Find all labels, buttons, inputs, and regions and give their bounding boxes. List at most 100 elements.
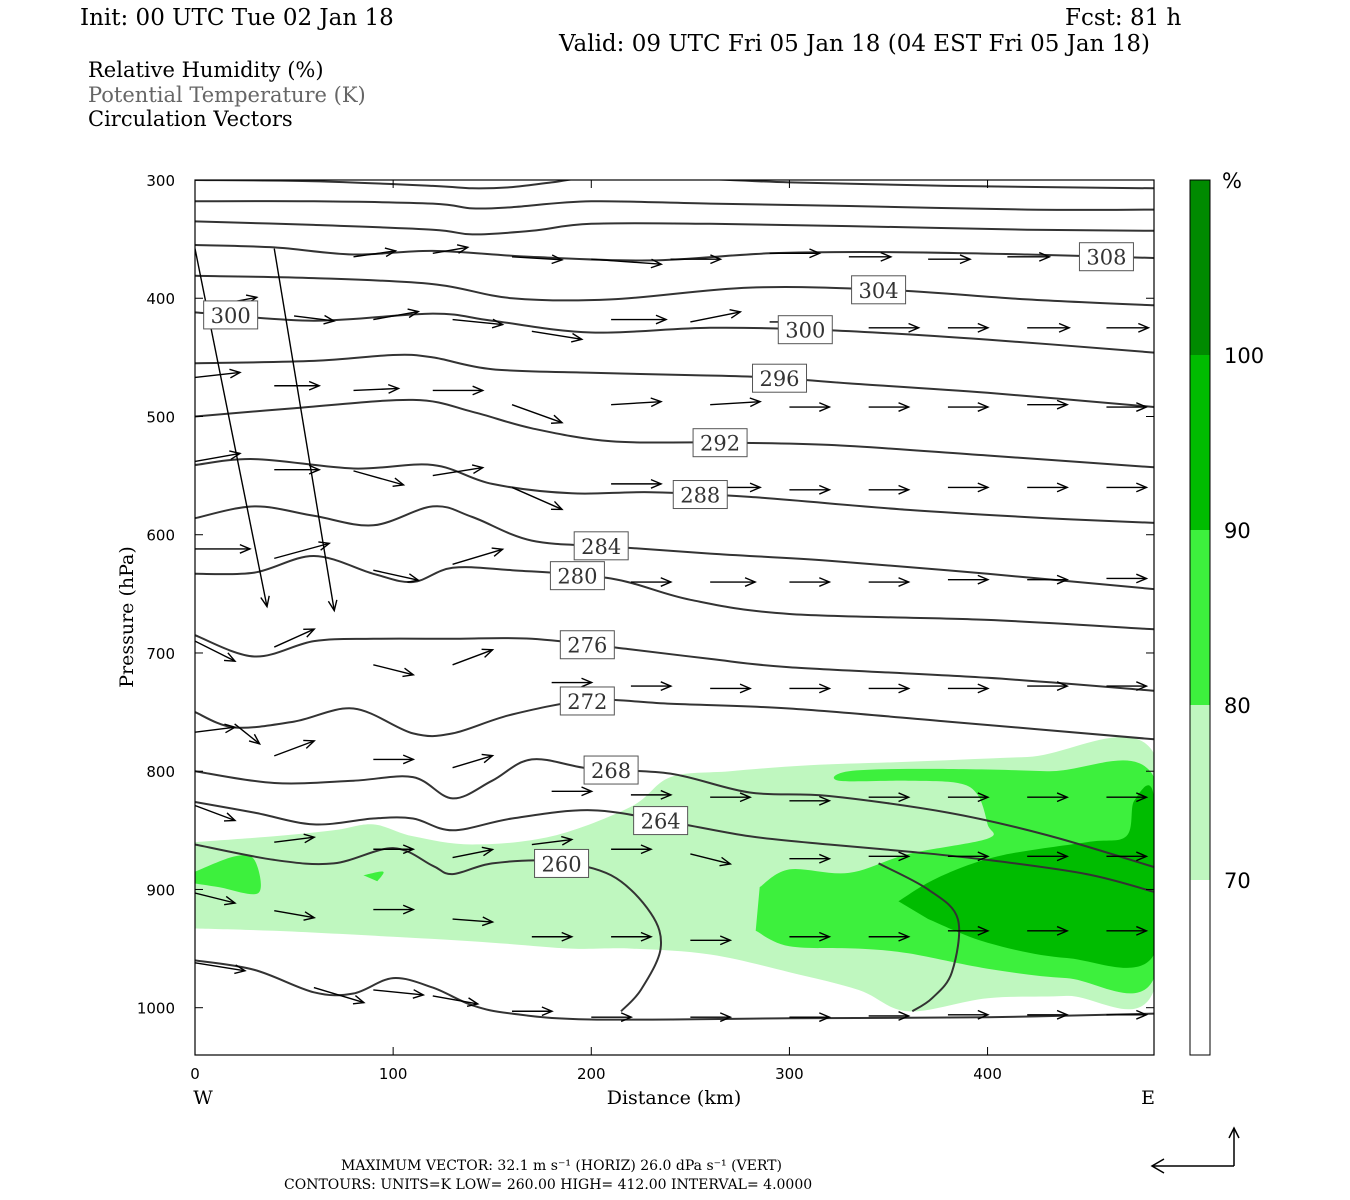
circulation-vector: [531, 835, 574, 846]
contour-label: 300: [785, 319, 825, 343]
circulation-vector: [1106, 925, 1149, 936]
contour-label-box: [633, 806, 689, 836]
contour-label: 268: [591, 759, 631, 783]
contour-label-box: [672, 480, 728, 510]
circulation-vector: [868, 1011, 911, 1021]
x-axis-west-label: W: [193, 1087, 213, 1109]
circulation-vector: [452, 916, 495, 927]
circulation-vector: [789, 795, 832, 806]
circulation-vector: [868, 931, 911, 942]
circulation-vector: [769, 248, 822, 259]
circulation-vector: [868, 683, 911, 694]
circulation-vector: [432, 385, 485, 396]
colorbar-label: 70: [1224, 869, 1251, 893]
colorbar-segment: [1190, 180, 1210, 355]
isentrope-304: [195, 274, 1154, 307]
circulation-vector: [947, 792, 990, 803]
circulation-vector: [611, 478, 663, 489]
circulation-vector: [690, 853, 733, 867]
circulation-vector: [274, 464, 322, 475]
y-axis-label: Pressure (hPa): [116, 546, 138, 688]
contour-label-box: [583, 755, 639, 785]
circulation-vector: [947, 402, 990, 412]
circulation-vector: [630, 577, 673, 587]
circulation-vector: [947, 683, 990, 694]
circulation-vector: [690, 1012, 733, 1023]
circulation-vector: [1106, 573, 1149, 584]
circulation-vector: [353, 470, 406, 487]
colorbar-segment: [1190, 530, 1210, 705]
circulation-vector: [432, 995, 480, 1008]
circulation-vector: [1106, 681, 1149, 692]
reference-vector-icon: [1150, 1126, 1240, 1174]
circulation-vector: [511, 404, 564, 424]
rh-region-80: [363, 871, 384, 882]
plot-frame: [194, 179, 1155, 1056]
contour-label-box: [692, 428, 748, 458]
contour-label: 300: [211, 304, 251, 328]
circulation-vector: [611, 844, 653, 855]
isentrope-unlabeled-17: [195, 959, 1154, 1021]
circulation-vector: [710, 397, 762, 408]
circulation-vector: [195, 368, 242, 379]
circulation-vector: [1007, 251, 1052, 262]
colorbar-segment: [1190, 880, 1210, 1055]
y-tick-label: 900: [146, 881, 175, 899]
isentrope-unlabeled-16: [878, 862, 961, 1013]
forecast-hour: Fcst: 81 h: [1065, 5, 1182, 31]
circulation-vector: [195, 450, 242, 463]
x-tick-label: 300: [775, 1065, 804, 1083]
circulation-vector: [195, 543, 252, 554]
isentrope-280: [195, 554, 1154, 631]
circulation-vector: [868, 577, 911, 587]
circulation-vector: [710, 683, 752, 694]
circulation-vector: [373, 844, 416, 855]
circulation-vector: [195, 640, 237, 662]
circulation-vector: [432, 244, 470, 255]
x-tick-label: 400: [973, 1065, 1002, 1083]
y-tick-label: 600: [146, 527, 175, 545]
circulation-vector: [868, 851, 911, 862]
circulation-vector: [868, 484, 911, 495]
circulation-vector: [1106, 851, 1149, 862]
circulation-vector: [1027, 851, 1069, 862]
circulation-vector: [234, 723, 262, 746]
circulation-vector: [868, 792, 911, 803]
circulation-vector: [273, 628, 316, 648]
circulation-vector: [511, 486, 564, 511]
colorbar-label: 100: [1224, 344, 1264, 368]
circulation-vector: [789, 853, 832, 864]
circulation-vector: [947, 574, 990, 585]
circulation-vector: [1106, 792, 1149, 803]
y-tick-label: 700: [146, 645, 175, 663]
circulation-vector: [789, 484, 832, 495]
circulation-vector: [690, 308, 743, 323]
circulation-vector: [452, 547, 505, 565]
x-axis-label: Distance (km): [607, 1087, 742, 1109]
y-tick-label: 800: [146, 763, 175, 781]
circulation-vector: [789, 402, 832, 412]
circulation-vector: [373, 308, 421, 321]
circulation-vector: [591, 1012, 634, 1023]
circulation-vector: [690, 935, 733, 946]
contour-label: 276: [567, 634, 607, 658]
contour-label-box: [1078, 242, 1134, 272]
circulation-vector: [789, 577, 832, 587]
circulation-vector: [531, 931, 574, 942]
legend-circulation-vectors: Circulation Vectors: [88, 107, 293, 131]
isentrope-272: [195, 698, 1154, 741]
isentrope-292: [195, 398, 1154, 469]
circulation-vector: [195, 723, 237, 734]
contour-label: 292: [700, 432, 740, 456]
circulation-vector: [353, 383, 401, 394]
contour-label: 308: [1086, 246, 1126, 270]
colorbar-label: 90: [1224, 519, 1251, 543]
valid-time: Valid: 09 UTC Fri 05 Jan 18 (04 EST Fri …: [559, 31, 1150, 57]
contour-label-box: [851, 275, 907, 305]
circulation-vector: [1106, 322, 1151, 333]
circulation-vector: [611, 397, 663, 408]
circulation-vector: [928, 254, 972, 265]
footer-contours: CONTOURS: UNITS=K LOW= 260.00 HIGH= 412.…: [284, 1177, 813, 1193]
init-time: Init: 00 UTC Tue 02 Jan 18: [80, 5, 394, 31]
